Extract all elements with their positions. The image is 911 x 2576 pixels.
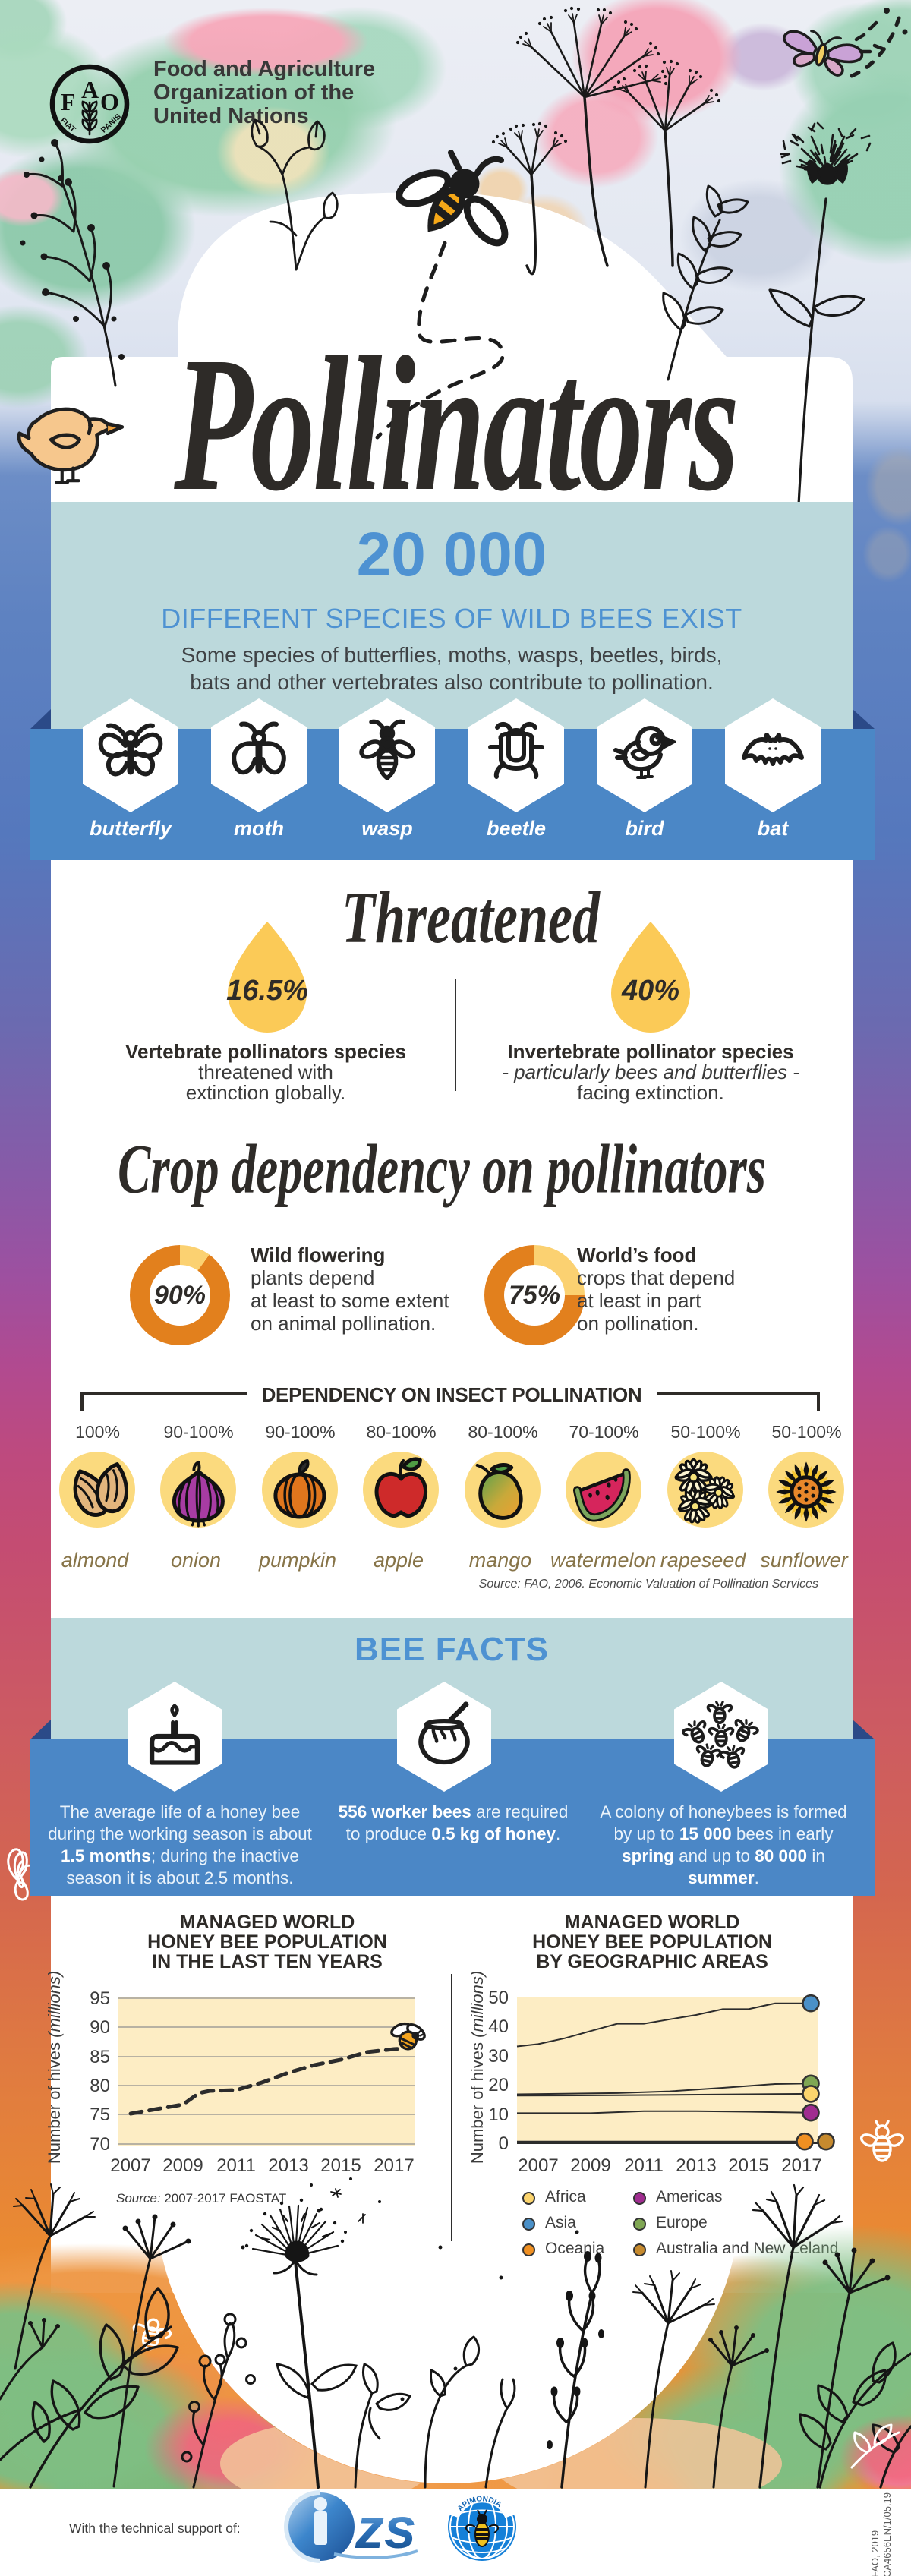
svg-text:Organization of the: Organization of the — [153, 80, 354, 105]
svg-text:2017: 2017 — [374, 2155, 414, 2176]
svg-text:Food and Agriculture: Food and Agriculture — [153, 57, 375, 81]
svg-text:2009: 2009 — [162, 2155, 203, 2176]
svg-text:United Nations: United Nations — [153, 104, 309, 128]
svg-text:0: 0 — [499, 2133, 509, 2154]
svg-text:2011: 2011 — [216, 2155, 256, 2176]
svg-text:20: 20 — [488, 2075, 509, 2095]
svg-text:A: A — [81, 76, 99, 103]
svg-text:2017: 2017 — [781, 2155, 821, 2176]
svg-text:80: 80 — [90, 2076, 110, 2096]
svg-text:2007: 2007 — [110, 2155, 150, 2176]
svg-text:50: 50 — [488, 1988, 509, 2008]
svg-text:30: 30 — [488, 2046, 509, 2067]
svg-text:2015: 2015 — [320, 2155, 361, 2176]
svg-text:2013: 2013 — [676, 2155, 716, 2176]
svg-text:75: 75 — [90, 2105, 110, 2125]
svg-text:90: 90 — [90, 2017, 110, 2038]
svg-text:O: O — [100, 88, 119, 115]
svg-text:2011: 2011 — [624, 2155, 664, 2176]
svg-text:2009: 2009 — [570, 2155, 610, 2176]
svg-text:2013: 2013 — [268, 2155, 308, 2176]
svg-text:95: 95 — [90, 1988, 110, 2009]
svg-text:10: 10 — [488, 2105, 509, 2125]
svg-text:70: 70 — [90, 2134, 110, 2155]
svg-text:F: F — [61, 88, 76, 115]
svg-text:zs: zs — [355, 2496, 416, 2561]
svg-text:2007: 2007 — [518, 2155, 558, 2176]
svg-text:40: 40 — [488, 2016, 509, 2037]
svg-text:2015: 2015 — [728, 2155, 768, 2176]
svg-text:85: 85 — [90, 2047, 110, 2067]
